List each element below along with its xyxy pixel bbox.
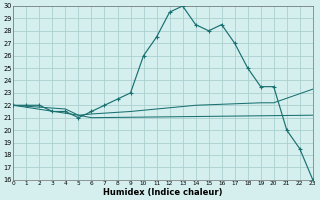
X-axis label: Humidex (Indice chaleur): Humidex (Indice chaleur)	[103, 188, 223, 197]
